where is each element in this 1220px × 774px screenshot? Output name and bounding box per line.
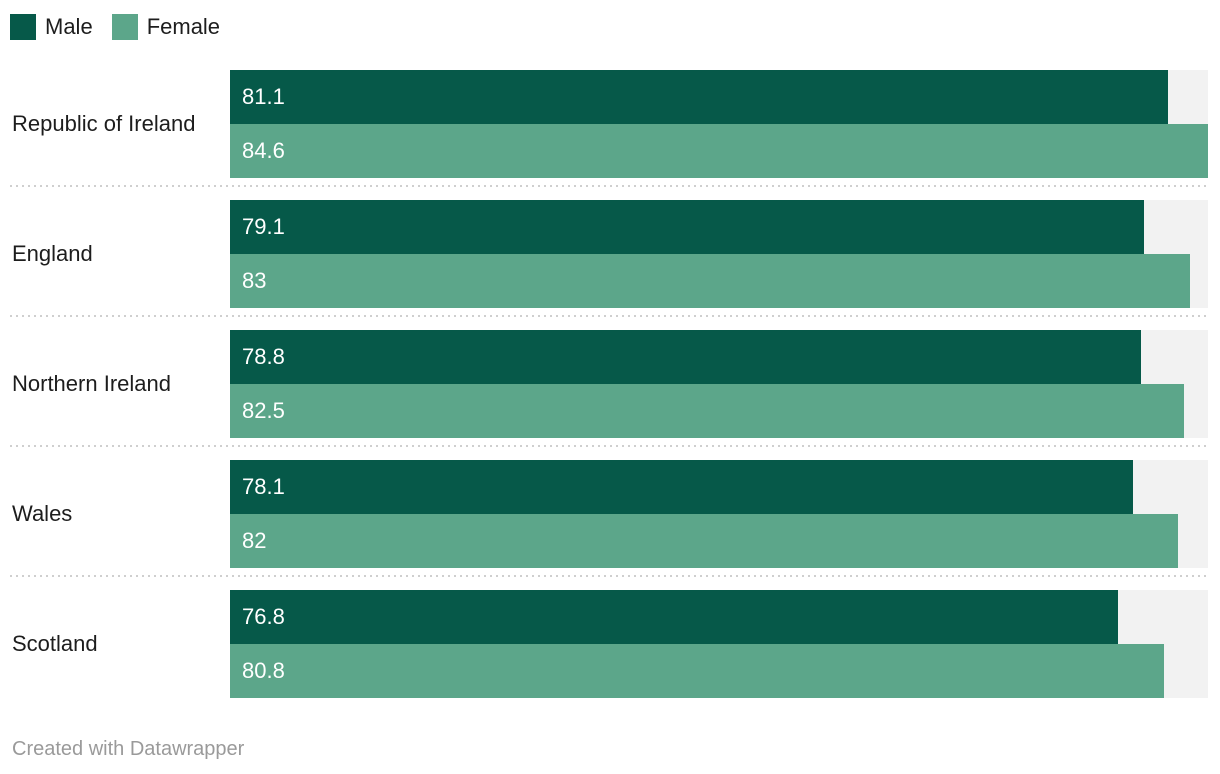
bar-male[interactable]: 79.1 [230, 200, 1145, 254]
category-row: Scotland 76.8 80.8 [0, 590, 1220, 720]
legend-item-male: Male [10, 14, 93, 40]
bar-value-label-male: 79.1 [242, 214, 285, 239]
bar-value-label-male: 78.1 [242, 474, 285, 499]
bar-track: 76.8 80.8 [230, 590, 1208, 698]
bar-value-label-female: 84.6 [242, 138, 285, 163]
row-separator [10, 315, 1210, 317]
legend: Male Female [10, 14, 220, 40]
legend-label-female: Female [146, 14, 221, 39]
bar-value-label-female: 82 [242, 528, 267, 553]
bar-rows: Republic of Ireland 81.1 84.6 England 79… [0, 70, 1220, 720]
category-row: England 79.1 83 [0, 200, 1220, 330]
legend-item-female: Female [111, 14, 221, 40]
bar-male[interactable]: 76.8 [230, 590, 1118, 644]
bar-value-label-female: 80.8 [242, 658, 285, 683]
category-label: Scotland [12, 631, 98, 656]
credit-line: Created with Datawrapper [12, 738, 245, 760]
bar-value-label-male: 81.1 [242, 84, 285, 109]
bar-female[interactable]: 83 [230, 254, 1190, 308]
category-row: Northern Ireland 78.8 82.5 [0, 330, 1220, 460]
category-label: England [12, 241, 93, 266]
row-separator [10, 575, 1210, 577]
bar-track: 81.1 84.6 [230, 70, 1208, 178]
category-row: Wales 78.1 82 [0, 460, 1220, 590]
bar-female[interactable]: 82.5 [230, 384, 1184, 438]
legend-swatch-female-icon [111, 14, 138, 40]
legend-label-male: Male [45, 14, 93, 39]
bar-male[interactable]: 78.8 [230, 330, 1141, 384]
bar-track: 78.8 82.5 [230, 330, 1208, 438]
bar-male[interactable]: 78.1 [230, 460, 1133, 514]
category-label: Wales [12, 501, 73, 526]
category-label: Northern Ireland [12, 371, 171, 396]
category-row: Republic of Ireland 81.1 84.6 [0, 70, 1220, 200]
bar-value-label-female: 83 [242, 268, 267, 293]
bar-female[interactable]: 82 [230, 514, 1178, 568]
category-label: Republic of Ireland [12, 111, 196, 136]
legend-swatch-male-icon [10, 14, 36, 40]
bar-value-label-male: 78.8 [242, 344, 285, 369]
bar-female[interactable]: 84.6 [230, 124, 1208, 178]
row-separator [10, 445, 1210, 447]
bar-value-label-male: 76.8 [242, 604, 285, 629]
bar-male[interactable]: 81.1 [230, 70, 1168, 124]
row-separator [10, 185, 1210, 187]
bar-track: 78.1 82 [230, 460, 1208, 568]
bar-female[interactable]: 80.8 [230, 644, 1165, 698]
bar-track: 79.1 83 [230, 200, 1208, 308]
bar-value-label-female: 82.5 [242, 398, 285, 423]
